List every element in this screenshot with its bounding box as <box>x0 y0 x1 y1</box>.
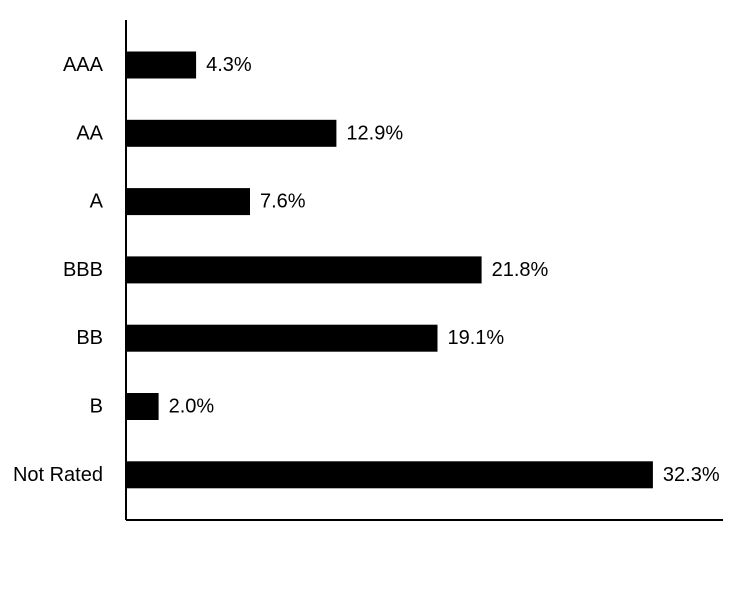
data-label-aa: 12.9% <box>346 122 403 144</box>
bar-b <box>126 393 159 420</box>
data-label-not-rated: 32.3% <box>663 464 720 486</box>
tick-label-aa: AA <box>76 122 103 144</box>
bar-aaa <box>126 51 197 79</box>
tick-label-bb: BB <box>76 327 103 349</box>
bar-a <box>126 188 250 216</box>
data-label-aaa: 4.3% <box>206 54 252 76</box>
bar-bbb <box>126 256 482 284</box>
tick-label-b: B <box>90 396 103 418</box>
bars-layer <box>126 51 653 489</box>
bar-aa <box>126 119 337 147</box>
data-label-b: 2.0% <box>169 396 215 418</box>
bar-not-rated <box>126 461 653 489</box>
data-label-a: 7.6% <box>260 191 306 213</box>
data-label-bbb: 21.8% <box>492 259 549 281</box>
tick-label-aaa: AAA <box>63 54 104 76</box>
data-label-bb: 19.1% <box>448 327 505 349</box>
tick-label-not-rated: Not Rated <box>13 464 103 486</box>
labels-layer: AAA 4.3% AA 12.9% A 7.6% BBB 21.8% BB 19.1% B 2.0% N… <box>13 54 720 486</box>
bar-bb <box>126 324 438 352</box>
tick-label-bbb: BBB <box>63 259 103 281</box>
tick-label-a: A <box>90 191 104 213</box>
